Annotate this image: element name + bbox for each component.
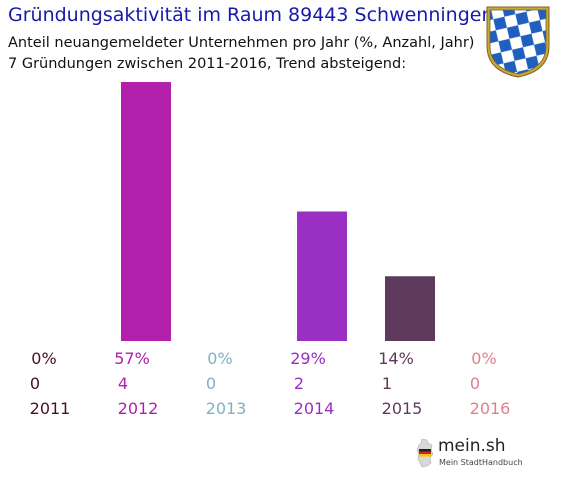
chart-subtitle-line-2: 7 Gründungen zwischen 2011-2016, Trend a… bbox=[8, 56, 407, 72]
percent-label-2011: 0% bbox=[31, 349, 56, 368]
year-label-2012: 2012 bbox=[118, 399, 159, 418]
bar-2012 bbox=[121, 82, 171, 341]
chart-title: Gründungsaktivität im Raum 89443 Schwenn… bbox=[8, 4, 494, 26]
bar-2015 bbox=[385, 276, 435, 341]
percent-label-2016: 0% bbox=[471, 349, 496, 368]
count-label-2015: 1 bbox=[382, 374, 392, 393]
count-label-group: 0 4 0 2 1 0 bbox=[30, 374, 480, 393]
year-label-2016: 2016 bbox=[470, 399, 511, 418]
year-label-2013: 2013 bbox=[206, 399, 247, 418]
bar-group bbox=[121, 82, 435, 341]
chart-subtitle-line-1: Anteil neuangemeldeter Unternehmen pro J… bbox=[8, 35, 475, 51]
percent-label-2012: 57% bbox=[114, 349, 150, 368]
logo-tagline: Mein StadtHandbuch bbox=[439, 458, 523, 467]
year-label-2011: 2011 bbox=[30, 399, 71, 418]
count-label-2016: 0 bbox=[470, 374, 480, 393]
logo-name: mein.sh bbox=[438, 436, 506, 456]
bar-2014 bbox=[297, 211, 347, 341]
percent-label-group: 0% 57% 0% 29% 14% 0% bbox=[31, 349, 496, 368]
year-label-group: 2011 2012 2013 2014 2015 2016 bbox=[30, 399, 511, 418]
percent-label-2015: 14% bbox=[378, 349, 414, 368]
percent-label-2014: 29% bbox=[290, 349, 326, 368]
germany-map-icon bbox=[416, 438, 434, 468]
count-label-2014: 2 bbox=[294, 374, 304, 393]
year-label-2015: 2015 bbox=[382, 399, 423, 418]
count-label-2011: 0 bbox=[30, 374, 40, 393]
count-label-2013: 0 bbox=[206, 374, 216, 393]
percent-label-2013: 0% bbox=[207, 349, 232, 368]
mein-sh-logo[interactable]: mein.sh Mein StadtHandbuch bbox=[416, 436, 556, 476]
bavarian-coat-of-arms-icon bbox=[486, 6, 550, 78]
count-label-2012: 4 bbox=[118, 374, 128, 393]
year-label-2014: 2014 bbox=[294, 399, 335, 418]
